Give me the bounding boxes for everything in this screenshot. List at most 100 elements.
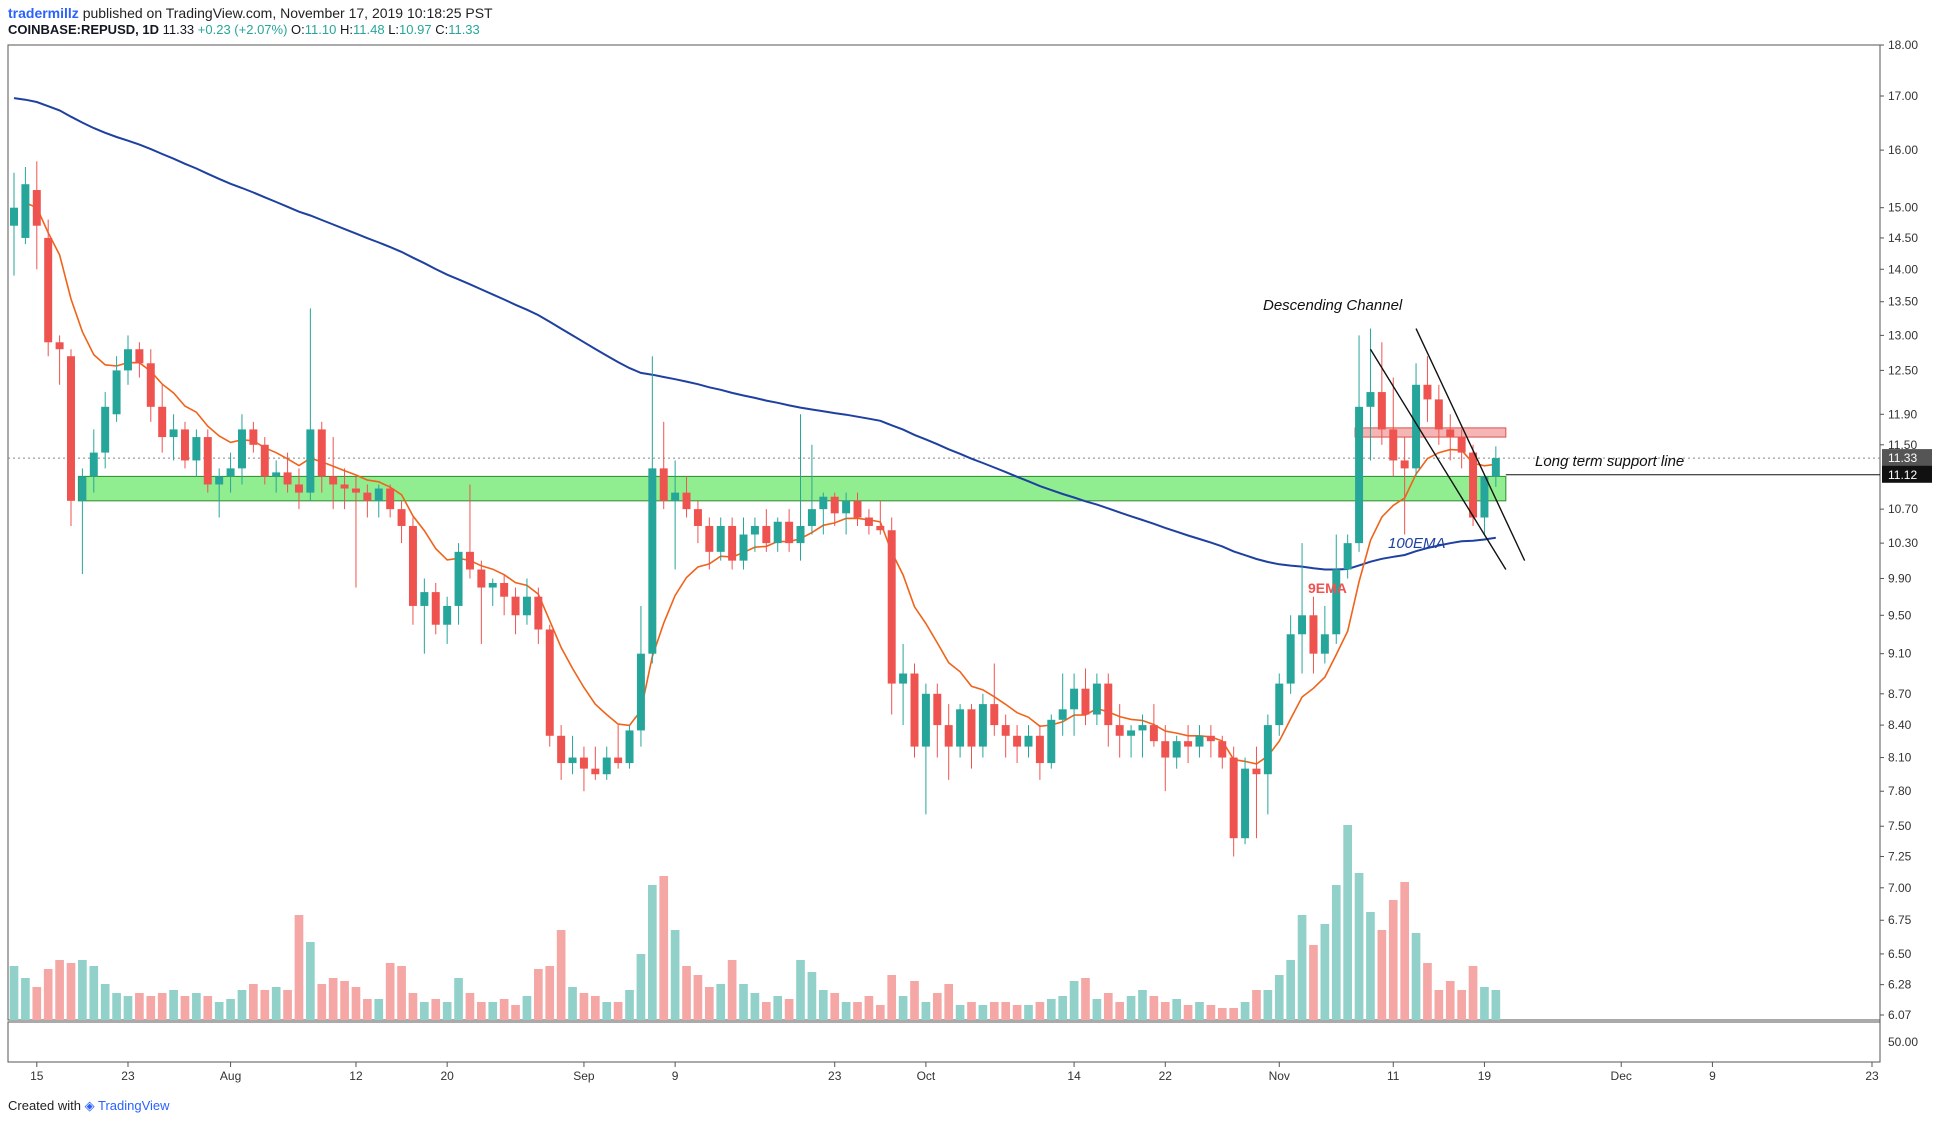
- volume-bar: [1468, 966, 1478, 1020]
- volume-bar: [408, 993, 418, 1020]
- volume-bar: [1274, 975, 1284, 1020]
- price-tick-label: 10.30: [1888, 536, 1918, 550]
- candles: [10, 161, 1500, 857]
- candle-body: [123, 349, 132, 371]
- volume-bar: [1240, 1002, 1250, 1020]
- volume-bar: [864, 996, 874, 1020]
- volume-bar: [260, 990, 270, 1020]
- ema100-line: [13, 97, 1496, 571]
- candle-body: [1001, 725, 1010, 736]
- volume-bar: [1172, 999, 1182, 1020]
- volume-bar: [704, 987, 714, 1020]
- candle-body: [648, 468, 657, 654]
- volume-bar: [682, 966, 691, 1020]
- candle-body: [89, 452, 98, 477]
- support-price-badge: [1882, 465, 1932, 483]
- price-tick-label: 15.00: [1888, 201, 1918, 215]
- candle-body: [283, 472, 292, 485]
- candle-body: [465, 551, 474, 570]
- candle-body: [260, 444, 269, 477]
- volume-bar: [1058, 996, 1068, 1020]
- volume-bar: [1320, 924, 1330, 1020]
- support-zone: [77, 475, 1507, 502]
- current-price-tag: 11.33: [1888, 451, 1917, 465]
- price-tick-label: 9.90: [1888, 571, 1912, 585]
- time-tick-label: Sep: [573, 1069, 595, 1083]
- time-tick-label: 15: [30, 1069, 44, 1083]
- candle-body: [1446, 429, 1455, 438]
- volume-bar: [910, 981, 919, 1020]
- resistance-zone: [1354, 427, 1507, 438]
- candle-body: [659, 468, 668, 501]
- ema9-line: [25, 202, 1496, 765]
- volume-bar: [944, 984, 954, 1020]
- candle-body: [1377, 392, 1386, 430]
- candle-body: [716, 525, 725, 552]
- volume-bar: [328, 978, 338, 1020]
- volume-bar: [78, 960, 87, 1020]
- candle-body: [363, 492, 372, 501]
- volume-bar: [1126, 996, 1136, 1020]
- price-tick-label: 9.10: [1888, 647, 1912, 661]
- volume-bar: [1217, 1008, 1227, 1020]
- candle-body: [750, 525, 759, 535]
- symbol-legend: COINBASE:REPUSD, 1D 11.33 +0.23 (+2.07%)…: [8, 22, 480, 37]
- price-axis[interactable]: 18.00 17.00 16.00 15.00 14.50 14.00 13.50 13.00…: [1880, 38, 1932, 1049]
- candle-body: [374, 488, 383, 501]
- volume-bar: [351, 987, 361, 1020]
- volume-bar: [556, 930, 566, 1020]
- tradingview-brand: TradingView: [97, 1098, 170, 1113]
- volume-bar: [636, 954, 646, 1020]
- candle-body: [317, 429, 326, 477]
- volume-bar: [271, 987, 281, 1020]
- volume-bar: [294, 915, 304, 1020]
- volume-bar: [1457, 990, 1466, 1020]
- candle-body: [1366, 392, 1375, 407]
- volume-bar: [180, 996, 190, 1020]
- candle-body: [1423, 384, 1432, 400]
- candle-body: [1024, 735, 1033, 747]
- volume-bar: [317, 984, 327, 1020]
- current-price-badge: [1882, 449, 1932, 467]
- volume-bar: [1331, 885, 1341, 1020]
- candle-body: [397, 509, 406, 526]
- zones: [8, 427, 1880, 502]
- volume-bar: [1206, 1005, 1216, 1020]
- candle-body: [67, 356, 75, 501]
- author-link[interactable]: tradermillz: [8, 5, 79, 21]
- candle-body: [1127, 730, 1136, 736]
- ema100-path: [13, 97, 1496, 571]
- price-tick-label: 13.00: [1888, 328, 1918, 342]
- candle-body: [500, 583, 509, 597]
- volume-bar: [340, 981, 349, 1020]
- candle-body: [1229, 757, 1238, 839]
- candle-body: [340, 484, 349, 489]
- candle-body: [146, 363, 155, 407]
- time-axis[interactable]: 15 23 Aug 12 20 Sep 9 23 Oct 14 22 Nov 11 19 Dec 9 23: [30, 1062, 1879, 1083]
- tradingview-logo[interactable]: ◈ TradingView: [84, 1098, 170, 1113]
- candle-body: [1161, 741, 1170, 758]
- volume-bar: [89, 966, 99, 1020]
- volume-bar: [1001, 1002, 1011, 1020]
- candle-body: [169, 429, 178, 438]
- candle-body: [1138, 725, 1147, 731]
- candle-body: [431, 592, 440, 625]
- price-tick-label: 14.50: [1888, 231, 1918, 245]
- candle-body: [1013, 735, 1022, 747]
- candle-body: [443, 605, 452, 625]
- ema9-label: 9EMA: [1308, 580, 1347, 596]
- support-price-tag: 11.12: [1888, 468, 1917, 482]
- volume-bar: [1195, 1002, 1204, 1020]
- price-tick-label: 8.10: [1888, 751, 1912, 765]
- time-tick-label: 11: [1387, 1069, 1400, 1083]
- volume-bar: [1183, 1005, 1193, 1020]
- candle-body: [990, 704, 999, 726]
- volume-bar: [784, 999, 794, 1020]
- volume-bar: [374, 999, 384, 1020]
- support-line-label: Long term support line: [1535, 453, 1684, 470]
- candle-body: [32, 190, 41, 226]
- candle-body: [625, 730, 634, 764]
- candle-body: [10, 207, 18, 226]
- price-tick-label: 6.28: [1888, 978, 1912, 992]
